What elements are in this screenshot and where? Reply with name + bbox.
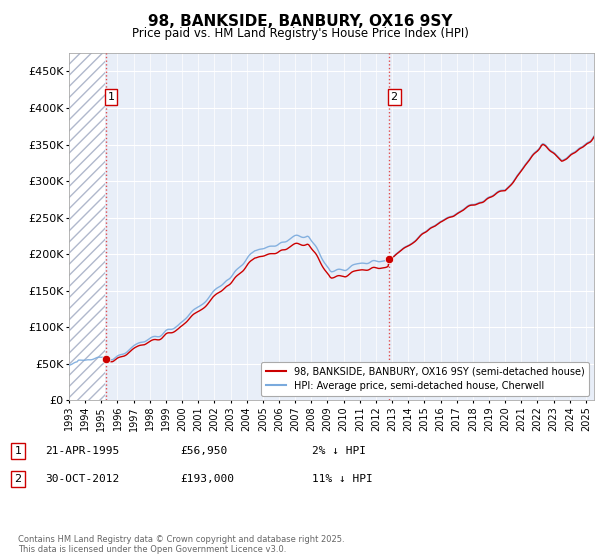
Legend: 98, BANKSIDE, BANBURY, OX16 9SY (semi-detached house), HPI: Average price, semi-: 98, BANKSIDE, BANBURY, OX16 9SY (semi-de… bbox=[262, 362, 589, 395]
Text: 1: 1 bbox=[14, 446, 22, 456]
Text: 2: 2 bbox=[391, 92, 398, 102]
Text: 2: 2 bbox=[14, 474, 22, 484]
Text: 1: 1 bbox=[107, 92, 115, 102]
Text: 11% ↓ HPI: 11% ↓ HPI bbox=[312, 474, 373, 484]
Text: 21-APR-1995: 21-APR-1995 bbox=[45, 446, 119, 456]
Text: £193,000: £193,000 bbox=[180, 474, 234, 484]
Text: Price paid vs. HM Land Registry's House Price Index (HPI): Price paid vs. HM Land Registry's House … bbox=[131, 27, 469, 40]
Text: 98, BANKSIDE, BANBURY, OX16 9SY: 98, BANKSIDE, BANBURY, OX16 9SY bbox=[148, 14, 452, 29]
Text: 30-OCT-2012: 30-OCT-2012 bbox=[45, 474, 119, 484]
Text: £56,950: £56,950 bbox=[180, 446, 227, 456]
Text: Contains HM Land Registry data © Crown copyright and database right 2025.
This d: Contains HM Land Registry data © Crown c… bbox=[18, 535, 344, 554]
Text: 2% ↓ HPI: 2% ↓ HPI bbox=[312, 446, 366, 456]
